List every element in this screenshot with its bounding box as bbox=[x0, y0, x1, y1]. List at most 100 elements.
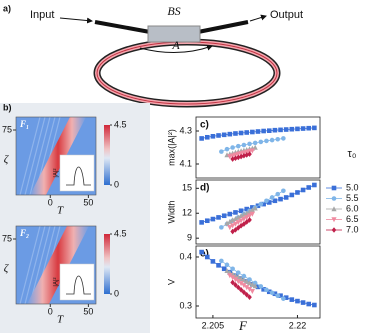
marker bbox=[241, 142, 247, 148]
inset-y-label: |A|² bbox=[54, 277, 60, 286]
marker bbox=[224, 262, 230, 268]
marker bbox=[224, 220, 230, 226]
output-waveguide bbox=[197, 20, 249, 34]
series-line bbox=[201, 251, 315, 306]
marker bbox=[246, 280, 253, 286]
marker bbox=[235, 143, 241, 149]
marker bbox=[289, 192, 295, 198]
marker bbox=[249, 207, 255, 213]
marker bbox=[261, 287, 266, 292]
y-tick-label: 4.1 bbox=[179, 158, 192, 168]
marker bbox=[250, 129, 255, 135]
ripple bbox=[19, 225, 41, 305]
marker bbox=[230, 266, 235, 272]
marker bbox=[235, 224, 241, 231]
x-tick-label: 2.205 bbox=[202, 320, 225, 330]
marker bbox=[233, 131, 238, 136]
marker bbox=[266, 289, 272, 295]
marker bbox=[247, 151, 252, 157]
marker bbox=[199, 136, 204, 141]
marker bbox=[295, 298, 300, 304]
soliton-band bbox=[30, 117, 86, 195]
marker bbox=[224, 268, 230, 274]
marker bbox=[264, 138, 269, 144]
output-label: Output bbox=[270, 9, 303, 21]
panel-label: b) bbox=[3, 102, 12, 112]
marker bbox=[283, 295, 289, 300]
marker bbox=[227, 225, 233, 231]
marker bbox=[199, 220, 204, 225]
x-axis-label: T bbox=[57, 205, 64, 217]
marker bbox=[312, 182, 317, 188]
y-tick-label: 0.3 bbox=[179, 300, 192, 310]
x-tick-label: 50 bbox=[83, 197, 93, 207]
marker bbox=[232, 277, 239, 283]
marker bbox=[241, 216, 247, 222]
y-axis-label: V bbox=[166, 279, 176, 285]
output-arrow bbox=[249, 14, 267, 22]
frame bbox=[195, 179, 321, 245]
marker bbox=[244, 206, 250, 212]
heatmap-title: F₂ bbox=[19, 228, 29, 238]
marker bbox=[233, 155, 238, 162]
splitter-label: BS bbox=[167, 4, 180, 18]
marker bbox=[258, 201, 264, 207]
marker bbox=[221, 132, 227, 138]
frame bbox=[195, 245, 321, 319]
marker bbox=[238, 281, 244, 287]
marker bbox=[331, 185, 337, 191]
marker bbox=[235, 270, 241, 275]
marker bbox=[227, 218, 233, 224]
inset bbox=[59, 263, 95, 301]
marker bbox=[261, 128, 266, 134]
marker bbox=[244, 285, 250, 291]
marker bbox=[219, 149, 224, 154]
marker bbox=[224, 146, 230, 152]
marker bbox=[219, 258, 224, 264]
marker bbox=[258, 139, 264, 145]
panel-label: d) bbox=[200, 183, 209, 194]
marker bbox=[210, 216, 216, 222]
colorbar-tick-label: 0 bbox=[114, 179, 119, 189]
marker bbox=[331, 217, 337, 223]
y-tick-label: 75 bbox=[2, 233, 12, 243]
y-tick-label: 15 bbox=[182, 183, 192, 193]
legend-label: 5.5 bbox=[346, 193, 359, 203]
marker bbox=[272, 127, 278, 133]
marker bbox=[230, 223, 236, 229]
inset-y-label: |A|² bbox=[54, 168, 60, 177]
marker bbox=[283, 127, 289, 132]
marker bbox=[278, 127, 283, 133]
marker bbox=[216, 215, 221, 220]
marker bbox=[238, 218, 244, 224]
marker bbox=[241, 289, 247, 296]
y-axis-label: ζ bbox=[4, 263, 10, 275]
marker bbox=[312, 302, 317, 308]
marker bbox=[247, 277, 252, 282]
input-arrow bbox=[59, 17, 93, 24]
marker bbox=[241, 283, 247, 289]
marker bbox=[249, 281, 255, 287]
heatmap-title: F₁ bbox=[19, 119, 29, 129]
marker bbox=[210, 259, 216, 264]
marker bbox=[233, 227, 238, 233]
marker bbox=[275, 191, 281, 197]
marker bbox=[281, 136, 286, 141]
marker bbox=[247, 294, 252, 300]
marker bbox=[230, 156, 235, 162]
ripple bbox=[24, 225, 46, 305]
input-waveguide bbox=[94, 20, 151, 34]
marker bbox=[246, 287, 253, 293]
marker bbox=[306, 185, 312, 190]
marker bbox=[306, 301, 312, 307]
marker bbox=[289, 297, 295, 302]
marker bbox=[255, 284, 261, 290]
ripple bbox=[29, 225, 51, 305]
marker bbox=[295, 190, 300, 195]
marker bbox=[216, 263, 221, 268]
marker bbox=[258, 284, 264, 289]
x-axis-label: F bbox=[238, 318, 248, 333]
input-label: Input bbox=[30, 9, 54, 21]
marker bbox=[249, 288, 255, 294]
